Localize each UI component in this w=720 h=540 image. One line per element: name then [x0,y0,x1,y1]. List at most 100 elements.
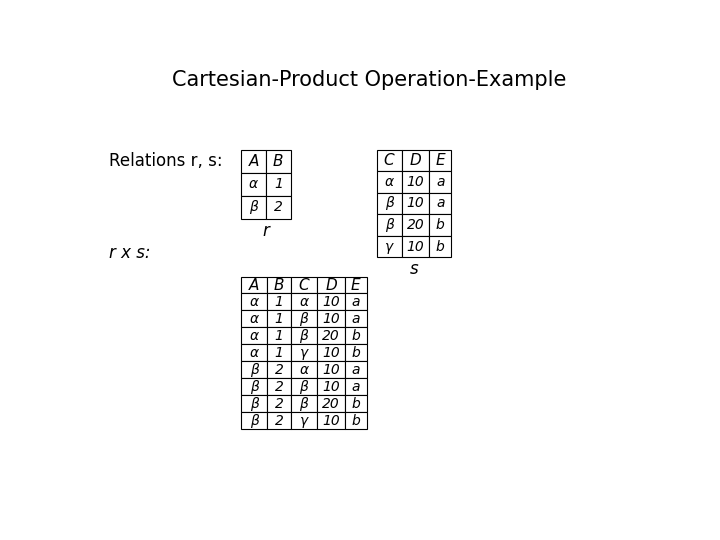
Text: 2: 2 [274,396,284,410]
Text: β: β [300,312,308,326]
Text: B: B [273,153,284,168]
Text: α: α [249,177,258,191]
Text: b: b [351,329,360,343]
Bar [267,412,291,429]
Bar [345,378,366,395]
Bar [345,294,366,310]
Bar [267,395,291,412]
Text: α: α [250,312,259,326]
Text: 1: 1 [274,312,284,326]
Bar [345,361,366,378]
Text: E: E [351,278,361,293]
Bar [291,345,317,361]
Bar [317,378,345,395]
Text: 10: 10 [322,312,340,326]
Bar [291,294,317,310]
Bar [345,327,366,345]
Text: 1: 1 [274,177,283,191]
Bar [241,310,267,327]
Text: 10: 10 [322,414,340,428]
Text: A: A [248,153,258,168]
Bar [291,395,317,412]
Bar [241,395,267,412]
Bar [317,345,345,361]
Text: a: a [436,197,444,211]
Text: β: β [300,329,308,343]
Text: β: β [250,414,258,428]
Text: a: a [351,363,360,377]
Bar [266,195,291,219]
Bar [241,378,267,395]
Bar [241,345,267,361]
Text: α: α [250,329,259,343]
Text: 10: 10 [322,346,340,360]
Bar [345,310,366,327]
Bar [317,276,345,294]
Text: b: b [351,414,360,428]
Bar [317,395,345,412]
Bar [402,214,429,236]
Bar [291,378,317,395]
Text: r x s:: r x s: [109,245,151,262]
Text: 10: 10 [322,363,340,377]
Text: α: α [250,295,259,309]
Text: γ: γ [300,414,308,428]
Bar [377,171,402,193]
Text: 10: 10 [407,240,424,253]
Text: a: a [351,312,360,326]
Text: C: C [299,278,309,293]
Text: b: b [436,218,445,232]
Text: β: β [384,218,394,232]
Bar [267,345,291,361]
Text: C: C [384,153,395,168]
Bar [267,276,291,294]
Text: Relations r, s:: Relations r, s: [109,152,223,170]
Text: β: β [300,396,308,410]
Text: α: α [250,346,259,360]
Bar [317,327,345,345]
Bar [377,214,402,236]
Bar [241,276,267,294]
Bar [241,173,266,195]
Text: β: β [249,200,258,214]
Text: s: s [410,260,418,279]
Bar [402,171,429,193]
Text: D: D [410,153,421,168]
Text: 1: 1 [274,295,284,309]
Bar [345,395,366,412]
Text: α: α [300,295,308,309]
Bar [291,412,317,429]
Text: a: a [351,380,360,394]
Bar [241,361,267,378]
Text: β: β [250,380,258,394]
Bar [377,236,402,257]
Text: 10: 10 [322,380,340,394]
Bar [377,193,402,214]
Bar [429,150,451,171]
Bar [377,150,402,171]
Bar [345,345,366,361]
Bar [241,327,267,345]
Text: 20: 20 [407,218,424,232]
Bar [317,310,345,327]
Bar [267,310,291,327]
Text: E: E [436,153,445,168]
Bar [429,193,451,214]
Bar [291,327,317,345]
Text: 2: 2 [274,200,283,214]
Text: 2: 2 [274,363,284,377]
Text: D: D [325,278,337,293]
Bar [241,294,267,310]
Bar [241,412,267,429]
Bar [266,173,291,195]
Bar [267,361,291,378]
Text: γ: γ [385,240,393,253]
Text: a: a [351,295,360,309]
Text: 1: 1 [274,329,284,343]
Bar [317,412,345,429]
Text: 10: 10 [322,295,340,309]
Text: β: β [250,396,258,410]
Bar [345,412,366,429]
Bar [402,150,429,171]
Text: 2: 2 [274,414,284,428]
